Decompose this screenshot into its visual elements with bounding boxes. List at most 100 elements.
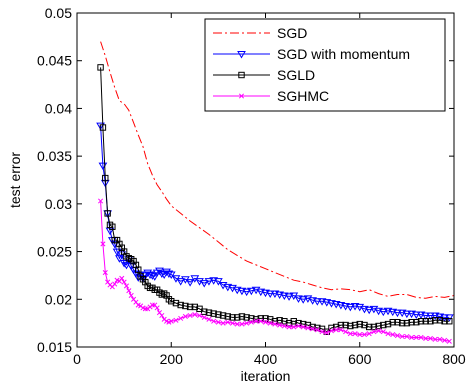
data-point xyxy=(435,313,445,321)
data-point xyxy=(446,338,452,344)
data-point xyxy=(112,281,118,287)
data-point xyxy=(214,278,223,286)
data-point xyxy=(98,198,104,204)
data-point xyxy=(186,303,194,311)
data-point xyxy=(357,332,363,338)
data-point xyxy=(365,323,373,331)
data-point xyxy=(159,312,165,319)
data-point xyxy=(421,312,431,321)
data-point xyxy=(206,316,212,322)
data-point xyxy=(275,291,285,300)
data-point xyxy=(295,323,302,329)
data-point xyxy=(374,307,383,316)
data-point xyxy=(403,319,411,327)
data-point xyxy=(97,64,104,71)
data-point xyxy=(119,275,125,281)
data-point xyxy=(319,329,325,335)
data-point xyxy=(397,309,407,318)
ticks-layer: 0 200 400 600 800 0.015 0.02 0.025 0.03 0.035 0.04… xyxy=(37,5,466,367)
data-point xyxy=(371,329,377,335)
data-point xyxy=(121,279,127,285)
data-point xyxy=(350,302,360,311)
data-point xyxy=(279,292,289,300)
data-point xyxy=(394,332,401,339)
data-point xyxy=(431,317,439,324)
series-sgd-with-momentum xyxy=(96,122,454,322)
legend-item: SGD with momentum xyxy=(213,46,410,62)
data-point xyxy=(390,332,396,338)
data-point xyxy=(416,311,426,320)
data-point xyxy=(223,283,233,292)
data-point xyxy=(394,318,401,326)
y-tick-label: 0.025 xyxy=(37,244,72,260)
data-point xyxy=(229,320,236,326)
x-tick-label: 200 xyxy=(160,351,184,367)
data-point xyxy=(168,318,174,324)
data-point xyxy=(272,321,278,327)
data-point xyxy=(402,310,412,319)
series-sghmc xyxy=(98,198,452,344)
data-point xyxy=(380,329,386,335)
data-point xyxy=(262,315,269,322)
data-point xyxy=(220,320,226,326)
data-point xyxy=(427,335,433,341)
data-point xyxy=(176,278,186,286)
data-point xyxy=(393,309,402,318)
data-point xyxy=(102,174,109,182)
data-point xyxy=(309,323,316,331)
data-point xyxy=(96,122,105,131)
data-point xyxy=(317,298,327,306)
data-point xyxy=(314,324,321,332)
data-point xyxy=(430,312,440,321)
data-point xyxy=(238,313,246,320)
data-point xyxy=(261,289,270,298)
legend-marker xyxy=(238,71,245,79)
data-point xyxy=(384,320,392,328)
data-point xyxy=(385,331,391,337)
data-point xyxy=(423,335,429,341)
data-point xyxy=(148,272,157,280)
data-point xyxy=(338,327,344,333)
data-point xyxy=(258,318,264,324)
data-point xyxy=(290,318,297,325)
data-point xyxy=(441,318,448,325)
data-point xyxy=(243,314,250,321)
data-point xyxy=(224,313,232,320)
data-point xyxy=(409,334,415,341)
y-tick-label: 0.045 xyxy=(37,53,72,69)
data-point xyxy=(426,312,435,321)
data-point xyxy=(267,320,273,326)
data-point xyxy=(177,301,184,309)
data-point xyxy=(364,306,374,315)
data-point xyxy=(352,331,358,337)
data-point xyxy=(244,320,250,326)
data-point xyxy=(314,327,320,333)
data-point xyxy=(370,323,378,331)
data-point xyxy=(284,293,294,301)
data-point xyxy=(150,273,160,281)
data-point xyxy=(342,321,349,329)
data-point xyxy=(211,318,217,324)
data-point xyxy=(380,321,387,329)
data-point xyxy=(305,325,311,331)
data-point xyxy=(168,297,175,305)
data-point xyxy=(201,308,208,315)
y-axis-label: test error xyxy=(7,152,23,208)
data-point xyxy=(310,326,316,332)
data-point xyxy=(205,309,213,316)
data-point xyxy=(173,317,179,323)
data-point xyxy=(404,333,410,340)
data-point xyxy=(300,324,306,330)
data-point xyxy=(281,318,288,325)
data-point xyxy=(444,314,454,322)
legend-marker xyxy=(238,93,245,99)
data-point xyxy=(234,321,240,327)
data-point xyxy=(123,283,130,289)
data-point xyxy=(109,223,116,230)
data-point xyxy=(408,318,415,326)
data-point xyxy=(442,337,448,343)
data-point xyxy=(383,307,393,316)
data-point xyxy=(225,319,231,325)
data-point xyxy=(298,296,308,304)
